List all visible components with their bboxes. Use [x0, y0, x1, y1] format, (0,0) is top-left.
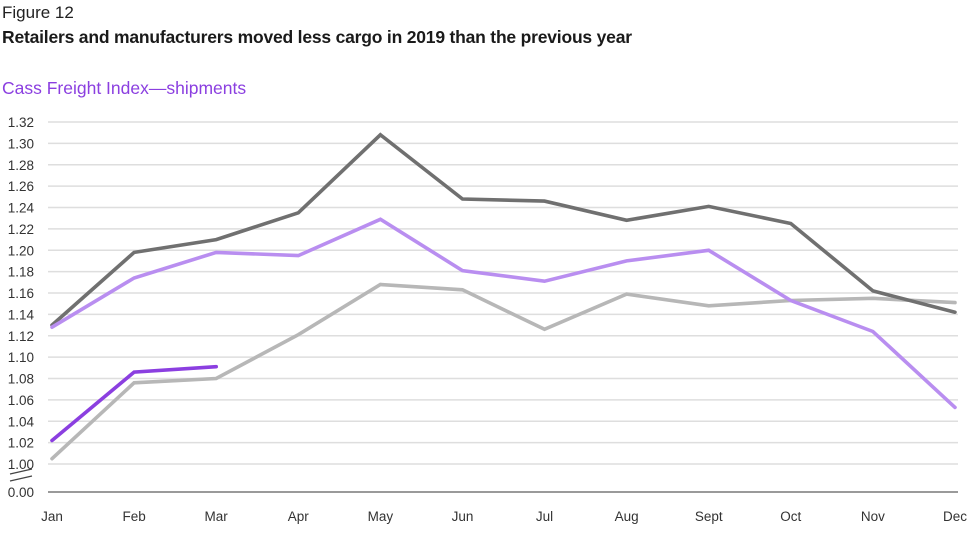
- y-tick-label-zero: 0.00: [8, 485, 34, 500]
- x-tick-label: Mar: [205, 509, 229, 524]
- series-dark-gray: [50, 132, 957, 327]
- axis-break: [9, 468, 33, 482]
- y-tick-label: 1.20: [8, 243, 34, 258]
- x-tick-label: Dec: [943, 509, 967, 524]
- x-tick-label: Jun: [452, 509, 474, 524]
- y-tick-label: 1.26: [8, 179, 34, 194]
- x-tick-label: Oct: [780, 509, 801, 524]
- x-tick-label: May: [368, 509, 394, 524]
- x-tick-label: Apr: [288, 509, 310, 524]
- y-tick-label: 1.10: [8, 350, 34, 365]
- x-tick-label: Jan: [41, 509, 63, 524]
- x-tick-label: Sept: [695, 509, 723, 524]
- y-axis-ticks: 1.32 1.30 1.28 1.26 1.24 1.22 1.20 1.18 1.16 1.14…: [8, 115, 35, 500]
- y-tick-label: 1.02: [8, 436, 34, 451]
- y-tick-label: 1.16: [8, 286, 34, 301]
- y-tick-label: 1.04: [8, 414, 35, 429]
- y-tick-label: 1.06: [8, 393, 34, 408]
- series-lines: [50, 132, 957, 461]
- x-axis-ticks: Jan Feb Mar Apr May Jun Jul Aug Sept Oct Nov Dec: [41, 509, 967, 524]
- x-tick-label: Aug: [615, 509, 639, 524]
- series-purple: [50, 364, 218, 443]
- axis-break-mark: [9, 475, 33, 482]
- gridlines: [48, 121, 958, 493]
- y-tick-label: 1.28: [8, 158, 34, 173]
- axis-break-mark: [9, 468, 33, 475]
- y-tick-label: 1.08: [8, 372, 34, 387]
- figure-label: Figure 12: [2, 3, 74, 22]
- y-tick-label: 1.32: [8, 115, 34, 130]
- x-tick-label: Feb: [122, 509, 145, 524]
- figure-title: Retailers and manufacturers moved less c…: [2, 27, 632, 47]
- y-tick-label: 1.24: [8, 201, 35, 216]
- chart-title: Cass Freight Index—shipments: [2, 78, 247, 98]
- y-tick-label: 1.12: [8, 329, 34, 344]
- y-tick-label: 1.18: [8, 265, 34, 280]
- series-light-gray: [50, 282, 957, 461]
- series-light-purple: [50, 217, 957, 410]
- y-tick-label: 1.22: [8, 222, 34, 237]
- y-tick-label: 1.00: [8, 457, 34, 472]
- y-tick-label: 1.30: [8, 136, 34, 151]
- x-tick-label: Nov: [861, 509, 885, 524]
- x-tick-label: Jul: [536, 509, 553, 524]
- y-tick-label: 1.14: [8, 307, 35, 322]
